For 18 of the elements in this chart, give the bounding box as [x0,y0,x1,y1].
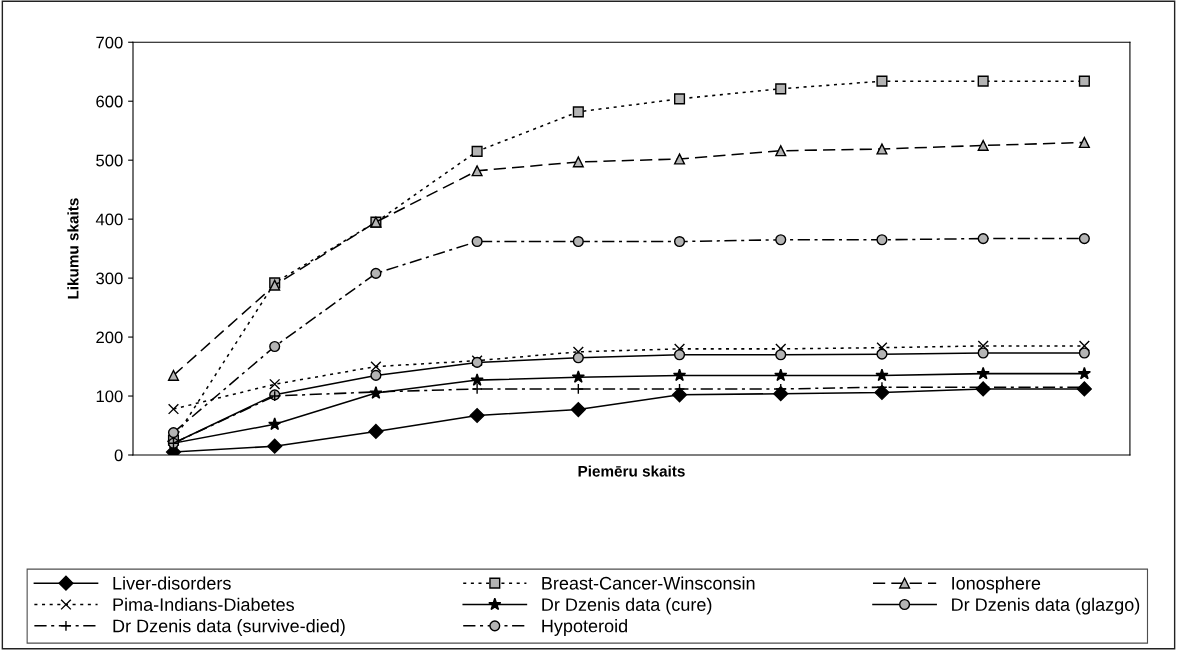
legend-label: Liver-disorders [113,576,231,590]
y-tick-label: 0 [114,449,123,462]
y-tick-label: 100 [96,390,123,403]
y-tick-label: 400 [95,213,123,226]
y-tick-label: 500 [96,154,123,167]
y-tick-label: 200 [96,331,123,344]
y-axis-title: Likumu skaits [67,198,79,299]
legend-label: Dr Dzenis data (survive-died) [113,619,345,636]
legend-label: Ionosphere [952,576,1041,594]
legend-label: Pima-Indians-Diabetes [113,597,295,611]
y-tick-label: 300 [96,272,123,285]
legend-label: Hypoteroid [542,619,627,636]
legend-label: Dr Dzenis data (cure) [542,597,712,615]
y-tick-label: 600 [96,95,123,108]
legend-label: Dr Dzenis data (glazgo) [952,597,1140,615]
y-tick-label: 700 [96,36,123,49]
x-axis-title: Piemēru skaits [578,465,685,477]
legend-label: Breast-Cancer-Winsconsin [542,576,755,590]
